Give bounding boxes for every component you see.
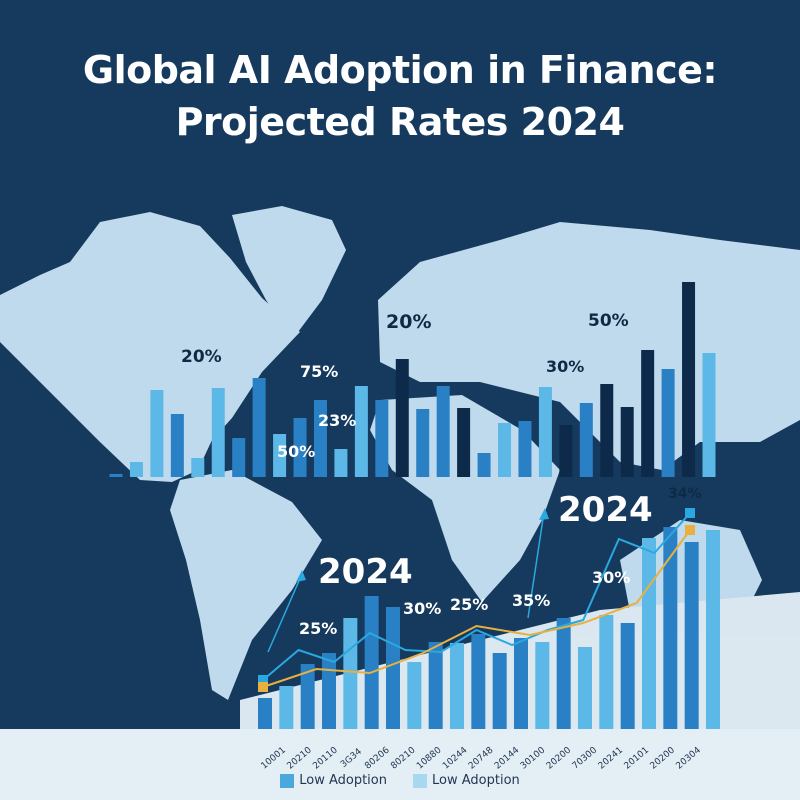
bottom-bar xyxy=(663,527,678,729)
top-bar xyxy=(109,474,123,477)
bottom-bar xyxy=(556,618,571,729)
arrow-line-1 xyxy=(267,573,303,653)
annotation-top-2: 75% xyxy=(300,362,339,381)
title-line-2: Projected Rates 2024 xyxy=(175,100,625,144)
legend-item-2: Low Adoption xyxy=(413,773,520,788)
annotation-year-1: 2024 xyxy=(318,552,413,592)
line-marker xyxy=(685,525,695,535)
bottom-bar xyxy=(450,643,464,729)
south-america-shape xyxy=(170,470,322,700)
top-bar xyxy=(293,418,307,477)
top-bar xyxy=(252,378,266,477)
top-bar xyxy=(661,369,675,477)
legend: Low Adoption Low Adoption xyxy=(0,773,800,788)
bottom-bar xyxy=(300,664,315,729)
bottom-bar xyxy=(492,653,507,729)
bottom-bar xyxy=(364,596,379,729)
annotation-bottom-4: 35% xyxy=(512,591,551,610)
top-bar xyxy=(354,386,368,477)
top-bar xyxy=(191,458,205,477)
bottom-bar xyxy=(428,642,443,729)
bottom-bar xyxy=(407,662,422,729)
bottom-bar xyxy=(279,686,294,729)
bottom-bar xyxy=(386,607,400,729)
top-bar xyxy=(211,388,225,477)
top-bar xyxy=(702,353,716,477)
top-bar xyxy=(129,462,143,477)
bottom-bar xyxy=(322,653,336,729)
bottom-bar xyxy=(258,698,272,729)
bottom-bar xyxy=(642,538,656,729)
annotation-bottom-2: 30% xyxy=(403,599,442,618)
annotation-top-7: 30% xyxy=(546,357,585,376)
annotation-top-3: 23% xyxy=(318,411,357,430)
annotation-top-6: 50% xyxy=(588,311,629,331)
trend-lines xyxy=(258,508,695,692)
top-bar xyxy=(538,387,552,477)
legend-swatch-1 xyxy=(280,773,295,788)
annotation-bottom-6: 34% xyxy=(668,486,702,502)
top-bar xyxy=(436,386,450,477)
top-bar xyxy=(273,434,287,477)
top-bar xyxy=(600,384,614,477)
annotation-bottom-1: 25% xyxy=(299,619,338,638)
top-bar xyxy=(375,400,389,477)
title-line-1: Global AI Adoption in Finance: xyxy=(82,48,718,92)
north-america-shape xyxy=(0,212,300,482)
trend-line-1 xyxy=(262,512,691,681)
arrow-line-2 xyxy=(527,511,545,619)
top-bar xyxy=(682,282,696,477)
top-bar xyxy=(170,414,184,477)
top-bar xyxy=(641,350,655,477)
top-bar xyxy=(395,359,409,477)
top-bar xyxy=(518,421,532,477)
top-bar xyxy=(334,449,348,477)
arrow-head-2-icon xyxy=(539,508,549,520)
bottom-bar xyxy=(599,615,614,729)
top-bar xyxy=(498,423,512,477)
line-marker xyxy=(685,508,695,518)
top-bar-series xyxy=(109,282,716,477)
bottom-bar xyxy=(706,530,720,729)
greenland-shape xyxy=(232,206,346,340)
legend-swatch-2 xyxy=(413,773,427,788)
trend-line-2 xyxy=(262,529,691,688)
bottom-bar xyxy=(343,618,358,729)
bottom-bar xyxy=(471,634,486,729)
top-bar xyxy=(620,407,634,477)
legend-label-2: Low Adoption xyxy=(432,773,520,788)
bottom-bar xyxy=(578,647,592,729)
annotation-year-2: 2024 xyxy=(558,490,653,530)
top-bar xyxy=(416,409,430,477)
bottom-bar xyxy=(535,642,550,729)
top-bar xyxy=(313,400,327,477)
line-marker xyxy=(258,682,268,692)
top-bar xyxy=(477,453,491,477)
annotation-top-4: 50% xyxy=(277,442,316,461)
legend-item-1: Low Adoption xyxy=(280,773,387,788)
top-bar xyxy=(150,390,164,477)
bottom-bar xyxy=(514,638,528,729)
line-marker xyxy=(258,675,268,685)
axis-strip xyxy=(0,729,800,800)
arrow-head-1-icon xyxy=(296,570,306,582)
annotation-bottom-5: 30% xyxy=(592,568,631,587)
chart-title: Global AI Adoption in Finance: Projected… xyxy=(0,44,800,148)
bottom-bar xyxy=(684,542,699,729)
annotation-top-1: 20% xyxy=(181,347,222,367)
bottom-bar-series xyxy=(258,527,720,729)
annotation-bottom-3: 25% xyxy=(450,595,489,614)
bottom-bar xyxy=(620,623,635,729)
annotation-top-5: 20% xyxy=(386,311,432,333)
legend-label-1: Low Adoption xyxy=(299,773,387,788)
top-bar xyxy=(457,408,471,477)
top-bar xyxy=(232,438,246,477)
top-bar xyxy=(579,403,593,477)
top-bar xyxy=(559,425,573,477)
